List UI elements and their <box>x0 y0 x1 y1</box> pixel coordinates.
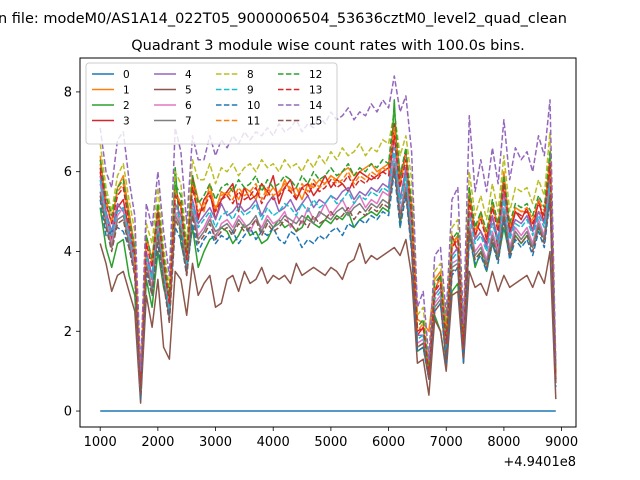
legend-label-8: 8 <box>247 69 254 81</box>
y-tick-label: 6 <box>64 165 72 180</box>
legend-label-9: 9 <box>247 85 254 97</box>
series-line-7 <box>99 162 557 396</box>
x-offset-label: +4.9401e8 <box>503 455 576 470</box>
x-tick-label: 3000 <box>199 435 232 450</box>
legend-label-13: 13 <box>309 85 322 97</box>
legend-label-1: 1 <box>123 85 130 97</box>
legend-label-4: 4 <box>185 69 192 81</box>
legend-label-15: 15 <box>309 116 322 128</box>
legend-label-5: 5 <box>185 85 192 97</box>
series-line-15 <box>99 166 557 396</box>
y-axis: 0 2 4 6 8 <box>64 85 80 420</box>
y-tick-label: 4 <box>64 245 72 260</box>
series-line-11 <box>99 127 557 384</box>
y-tick-label: 2 <box>64 325 72 340</box>
chart-title: Quadrant 3 module wise count rates with … <box>131 38 525 54</box>
x-tick-label: 8000 <box>487 435 520 450</box>
series-line-5 <box>99 238 557 404</box>
x-tick-label: 9000 <box>545 435 578 450</box>
y-tick-label: 0 <box>64 405 72 420</box>
legend-label-3: 3 <box>123 116 130 128</box>
x-tick-label: 2000 <box>141 435 174 450</box>
x-axis: 1000 2000 3000 4000 5000 6000 7000 8000 9000 <box>84 427 578 450</box>
series-line-13 <box>99 135 557 388</box>
legend-label-12: 12 <box>309 69 322 81</box>
x-tick-label: 4000 <box>257 435 290 450</box>
legend-label-14: 14 <box>309 100 323 112</box>
x-tick-label: 6000 <box>372 435 405 450</box>
legend-label-7: 7 <box>185 116 192 128</box>
legend-label-10: 10 <box>247 100 260 112</box>
y-tick-label: 8 <box>64 85 72 100</box>
legend-label-0: 0 <box>123 69 130 81</box>
series-line-10 <box>99 170 557 400</box>
x-tick-label: 1000 <box>84 435 117 450</box>
legend-frame <box>85 62 338 145</box>
legend-label-11: 11 <box>247 116 260 128</box>
series-line-8 <box>99 111 557 376</box>
x-tick-label: 7000 <box>430 435 463 450</box>
legend-label-6: 6 <box>185 100 192 112</box>
x-tick-label: 5000 <box>314 435 347 450</box>
plot-frame <box>79 57 577 428</box>
series-line-12 <box>99 107 557 384</box>
figure-suptitle: n file: modeM0/AS1A14_022T05_9000006504_… <box>0 11 567 27</box>
series-line-2 <box>99 99 557 400</box>
legend-label-2: 2 <box>123 100 130 112</box>
series-line-9 <box>99 147 557 392</box>
series-line-6 <box>99 154 557 396</box>
